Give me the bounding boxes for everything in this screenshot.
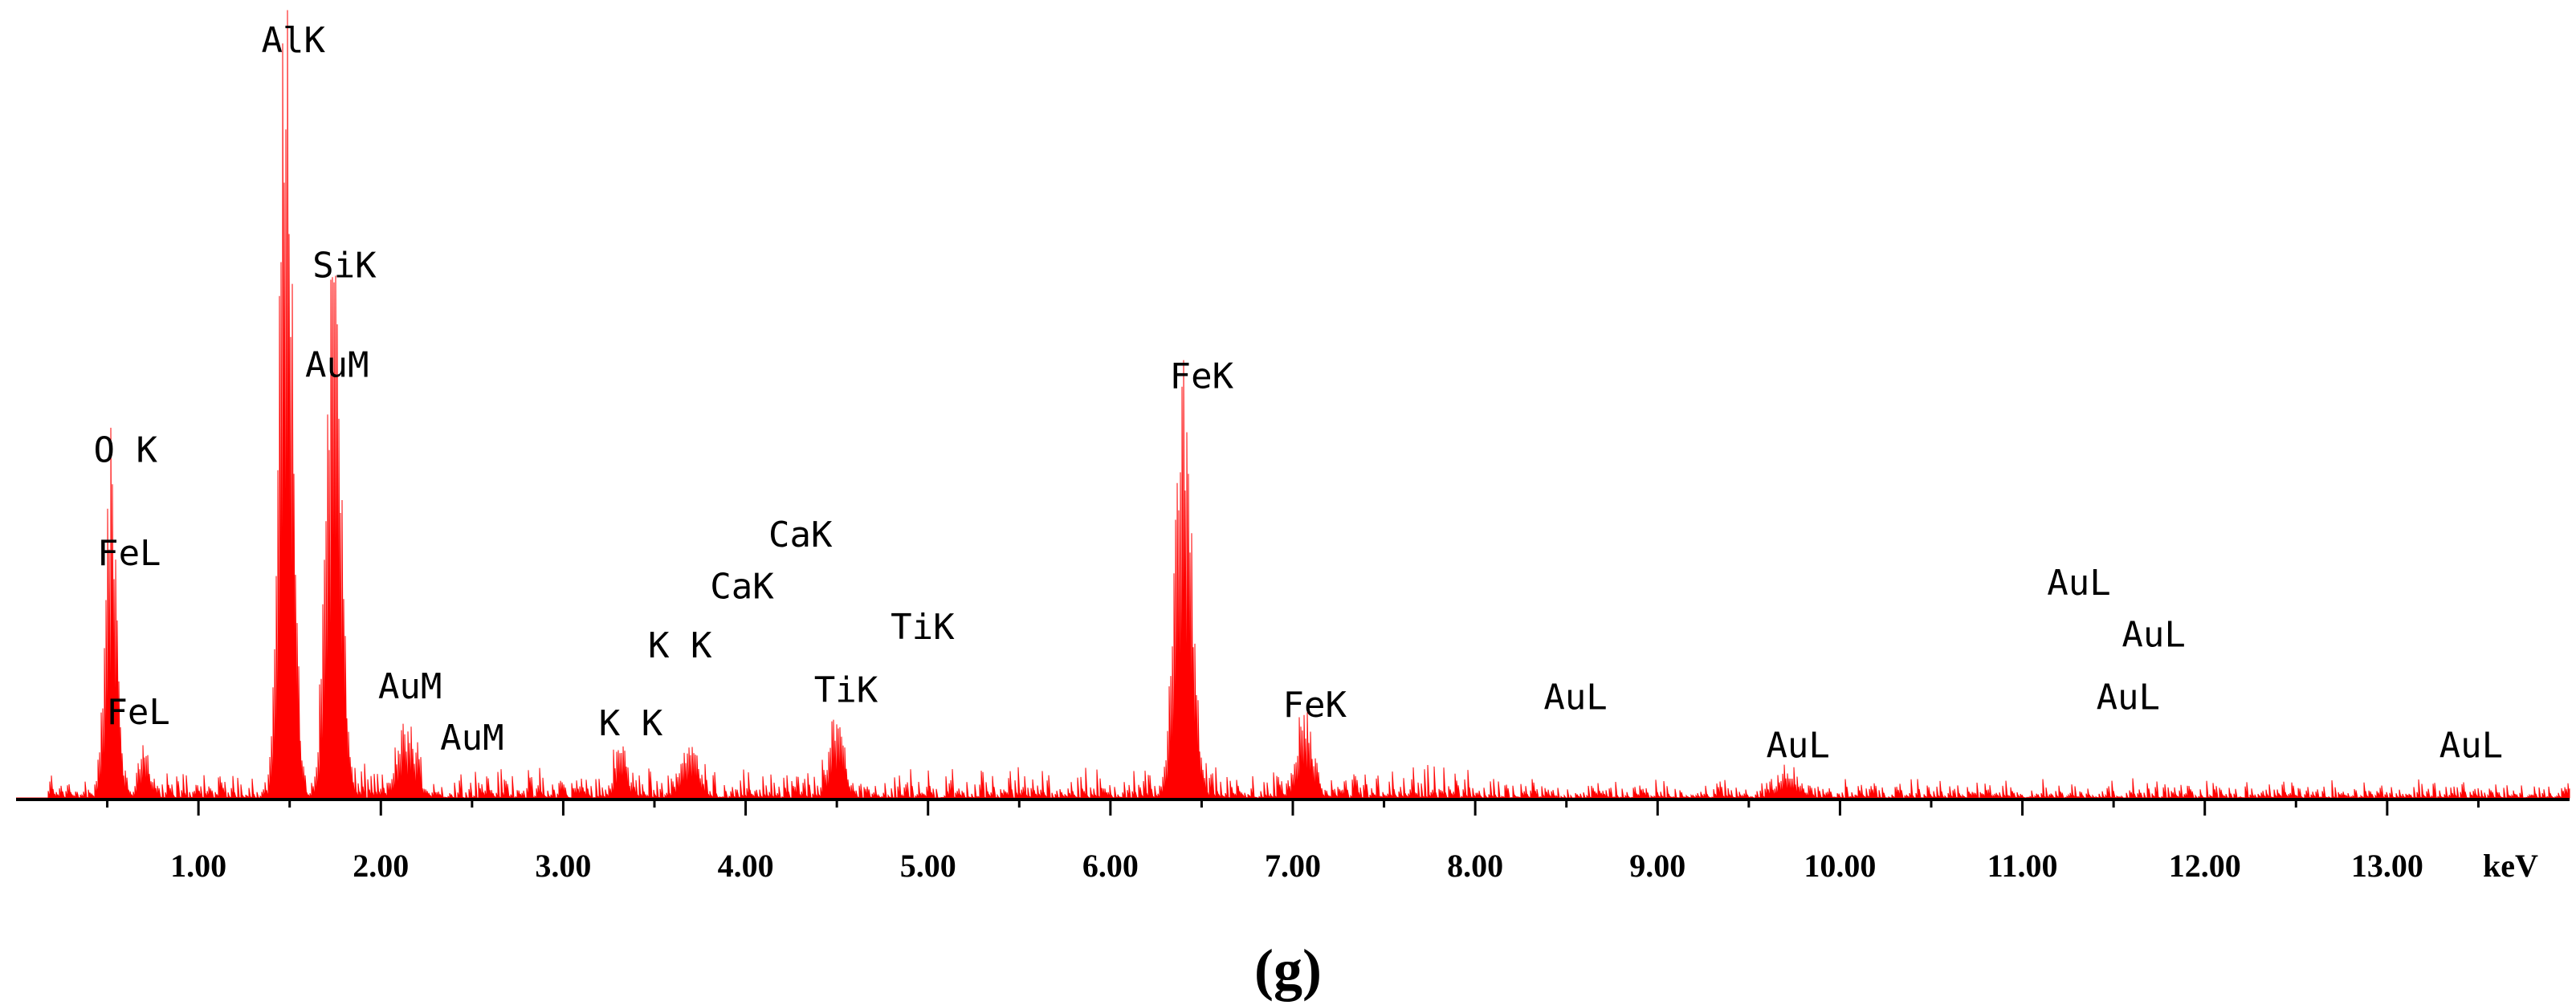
peak-label: TiK [891, 607, 955, 648]
x-tick-label: 1.00 [170, 848, 226, 884]
peak-label: AuM [378, 666, 442, 707]
x-tick-label: 8.00 [1447, 848, 1503, 884]
peak-label: AuL [1766, 725, 1829, 766]
peak-label: SiK [312, 245, 377, 286]
x-tick-label: 7.00 [1265, 848, 1321, 884]
x-tick-label: 2.00 [353, 848, 409, 884]
peak-label: AuL [2122, 614, 2185, 655]
peak-label: FeL [106, 692, 169, 733]
peak-label: AlK [262, 20, 326, 61]
figure-caption: (g) [1254, 938, 1322, 1002]
peak-label: AuL [2439, 725, 2503, 766]
x-tick-label: 11.00 [1987, 848, 2058, 884]
peak-label: TiK [814, 669, 878, 710]
x-tick-label: 12.00 [2169, 848, 2241, 884]
x-tick-label: 6.00 [1082, 848, 1139, 884]
x-tick-label: 4.00 [718, 848, 774, 884]
x-axis-unit-label: keV [2483, 848, 2538, 884]
x-tick-label: 3.00 [535, 848, 591, 884]
x-tick-label: 5.00 [900, 848, 956, 884]
peak-label: AuM [305, 345, 369, 386]
x-tick-label: 10.00 [1804, 848, 1876, 884]
peak-label: AuM [440, 718, 503, 759]
peak-label: FeK [1170, 356, 1234, 397]
peak-label: K K [648, 625, 712, 666]
peak-label: CaK [710, 567, 774, 608]
x-axis-ticks: 1.00 2.00 3.00 4.00 5.00 6.00 7.00 8.00 9.00 10.0… [106, 800, 2480, 884]
x-tick-label: 13.00 [2351, 848, 2423, 884]
peak-label: AuL [1543, 677, 1607, 718]
peak-label: K K [599, 703, 663, 744]
peak-label: AuL [2047, 563, 2110, 604]
peak-labels: AlK SiK AuM O K FeL FeL AuM AuM K K K K CaK CaK TiK T… [94, 20, 2504, 767]
peak-label: FeL [97, 533, 161, 574]
x-tick-label: 9.00 [1629, 848, 1685, 884]
peak-label: CaK [768, 515, 833, 555]
peak-label: O K [94, 429, 158, 470]
peak-label: FeK [1283, 685, 1347, 726]
peak-label: AuL [2097, 677, 2160, 718]
